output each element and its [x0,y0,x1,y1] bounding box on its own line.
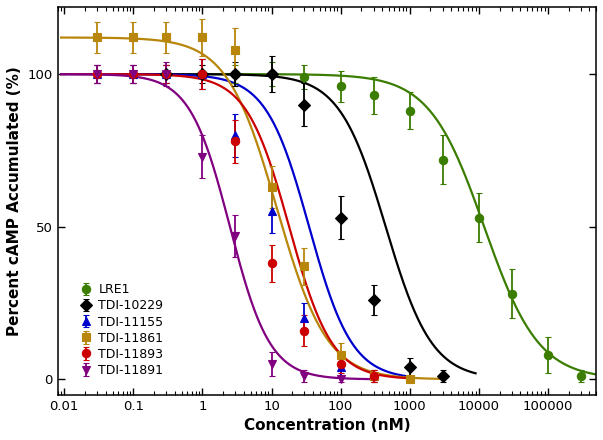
Legend: LRE1, TDI-10229, TDI-11155, TDI-11861, TDI-11893, TDI-11891: LRE1, TDI-10229, TDI-11155, TDI-11861, T… [75,279,167,381]
Y-axis label: Percent cAMP Accumulated (%): Percent cAMP Accumulated (%) [7,66,22,336]
X-axis label: Concentration (nM): Concentration (nM) [244,418,410,433]
